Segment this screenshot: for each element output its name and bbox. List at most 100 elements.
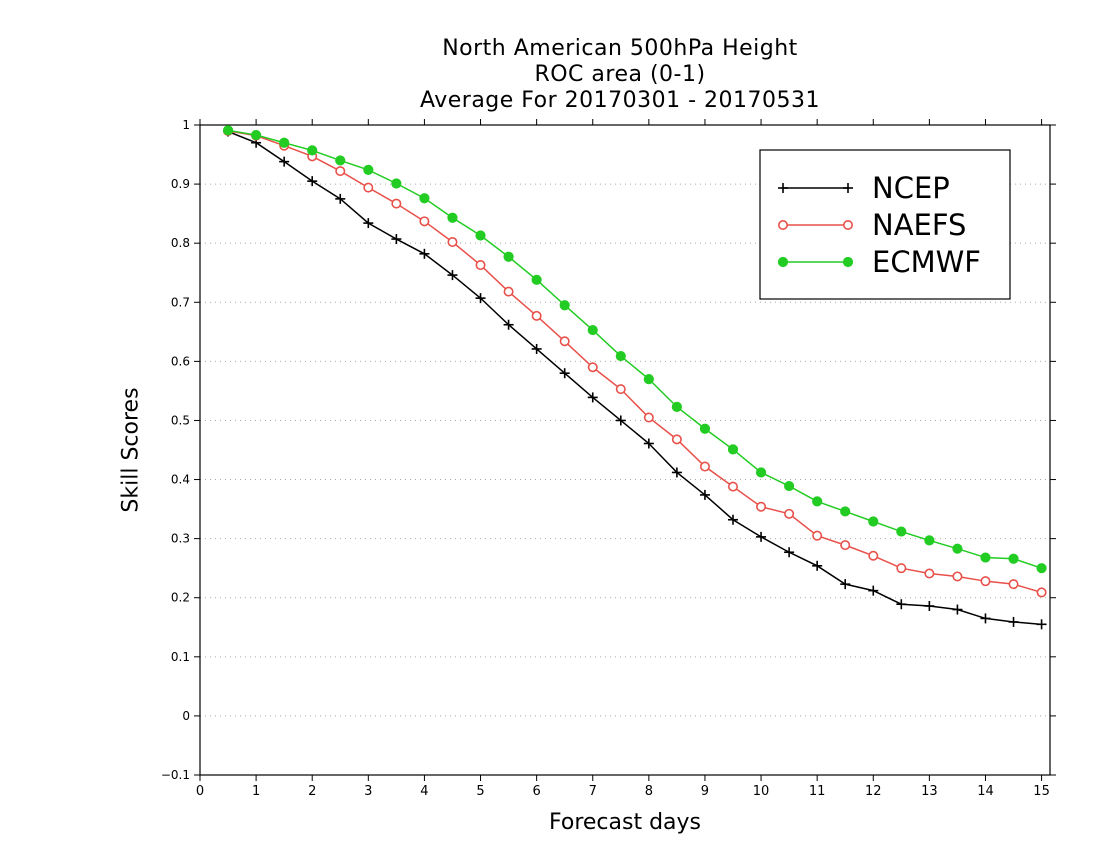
data-point-naefs — [671, 434, 682, 445]
data-point-ncep — [812, 560, 823, 571]
x-tick-label: 0 — [196, 784, 204, 799]
data-point-naefs — [840, 540, 851, 551]
data-point-naefs — [559, 336, 570, 347]
data-point-ncep — [1008, 616, 1019, 627]
data-point-naefs — [728, 481, 739, 492]
data-point-ecmwf — [699, 423, 711, 434]
data-point-ncep — [868, 585, 879, 596]
data-point-ecmwf — [952, 543, 963, 554]
y-tick-label: 0 — [182, 709, 190, 723]
y-tick-label: 0.9 — [171, 177, 190, 191]
legend-marker-naefs — [842, 220, 853, 231]
data-point-ncep — [503, 319, 514, 330]
data-point-naefs — [615, 384, 626, 395]
x-tick-label: 7 — [589, 784, 597, 799]
data-point-naefs — [812, 530, 823, 541]
data-point-ecmwf — [896, 526, 907, 537]
data-point-naefs — [699, 461, 710, 472]
y-tick-label: 0.8 — [171, 236, 190, 250]
data-point-naefs — [924, 568, 935, 579]
data-point-naefs — [980, 576, 991, 587]
legend-item-ecmwf: ECMWF — [777, 245, 981, 279]
legend-item-ncep: NCEP — [778, 171, 950, 205]
data-point-ncep — [531, 343, 542, 354]
legend-marker-naefs — [777, 220, 788, 231]
legend-marker-ecmwf — [777, 256, 789, 268]
data-point-ecmwf — [559, 300, 570, 311]
x-axis-label: Forecast days — [548, 810, 701, 835]
data-point-ecmwf — [727, 444, 739, 455]
x-tick-label: 13 — [921, 784, 938, 799]
data-point-naefs — [643, 412, 654, 423]
data-point-ncep — [840, 579, 851, 590]
data-point-ncep — [643, 438, 654, 449]
data-point-naefs — [868, 550, 879, 561]
data-point-naefs — [1008, 579, 1019, 590]
y-tick-label: 0.3 — [171, 532, 190, 546]
x-tick-label: 2 — [308, 784, 316, 799]
legend-marker-ncep — [778, 183, 788, 193]
data-point-ecmwf — [222, 125, 234, 136]
data-point-ncep — [559, 368, 570, 379]
x-tick-label: 11 — [809, 784, 826, 799]
data-point-naefs — [391, 198, 402, 209]
data-point-ecmwf — [363, 164, 374, 176]
data-point-ncep — [671, 467, 682, 478]
y-tick-label: 0.5 — [171, 413, 190, 427]
data-point-naefs — [1036, 587, 1047, 598]
data-point-ncep — [335, 193, 346, 204]
y-tick-label: −0.1 — [161, 768, 190, 782]
data-point-ecmwf — [419, 193, 430, 204]
data-point-ncep — [447, 270, 458, 281]
data-point-naefs — [784, 508, 795, 519]
plot-frame — [199, 124, 1051, 776]
data-point-naefs — [475, 260, 486, 271]
data-point-naefs — [419, 216, 430, 227]
data-point-ncep — [699, 489, 710, 500]
data-point-ncep — [587, 392, 598, 403]
data-point-naefs — [363, 182, 374, 193]
data-point-naefs — [503, 286, 514, 297]
y-tick-label: 0.6 — [171, 354, 190, 368]
data-point-ecmwf — [755, 467, 767, 478]
data-point-ecmwf — [335, 155, 346, 166]
x-tick-label: 10 — [753, 784, 770, 799]
data-point-naefs — [335, 166, 346, 177]
legend-label-ncep: NCEP — [872, 171, 950, 205]
y-tick-label: 0.2 — [171, 591, 190, 605]
data-point-ncep — [363, 218, 374, 229]
x-tick-label: 3 — [364, 784, 372, 799]
data-point-ncep — [475, 293, 486, 304]
data-point-ncep — [784, 547, 795, 558]
data-point-ncep — [980, 613, 991, 624]
x-tick-label: 4 — [420, 784, 428, 799]
chart-title-line-3: Average For 20170301 - 20170531 — [419, 88, 821, 113]
data-point-ecmwf — [503, 251, 514, 262]
data-point-ncep — [615, 415, 626, 426]
data-point-ecmwf — [531, 274, 542, 285]
data-point-ecmwf — [615, 350, 626, 362]
data-point-ecmwf — [924, 535, 935, 546]
x-tick-label: 8 — [645, 784, 653, 799]
legend-label-naefs: NAEFS — [872, 208, 966, 242]
legend-marker-ecmwf — [842, 256, 854, 268]
data-point-naefs — [756, 501, 767, 512]
series-ecmwf — [222, 125, 1047, 574]
y-tick-label: 0.4 — [171, 473, 190, 487]
data-point-ncep — [924, 601, 935, 611]
x-tick-label: 9 — [701, 784, 709, 799]
legend-item-naefs: NAEFS — [777, 208, 966, 242]
x-tick-label: 5 — [476, 784, 484, 799]
data-point-naefs — [587, 362, 598, 373]
x-tick-label: 12 — [865, 784, 882, 799]
data-point-ncep — [391, 234, 402, 245]
data-point-ecmwf — [1036, 563, 1047, 574]
data-point-ecmwf — [784, 480, 795, 492]
x-tick-label: 1 — [252, 784, 260, 799]
data-point-ncep — [279, 156, 290, 167]
data-point-ncep — [728, 514, 739, 525]
data-point-ecmwf — [475, 230, 486, 241]
data-point-ncep — [952, 604, 963, 615]
